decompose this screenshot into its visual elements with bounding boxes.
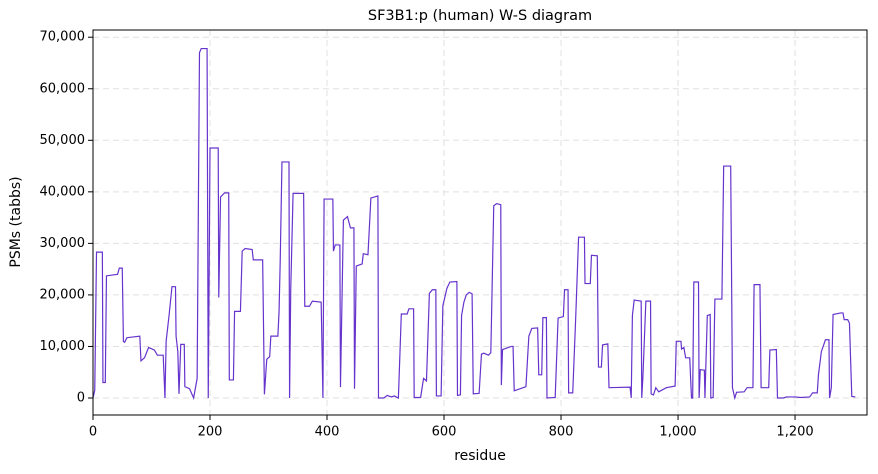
x-tick-label: 1,200 [776, 425, 813, 440]
y-axis-label: PSMs (tabbs) [8, 176, 24, 267]
x-tick-label: 1,000 [659, 425, 696, 440]
x-axis-label: residue [454, 448, 506, 464]
y-tick-label: 0 [77, 390, 85, 405]
y-tick-label: 10,000 [40, 339, 86, 354]
x-tick-label: 600 [432, 425, 457, 440]
x-tick-label: 0 [89, 425, 97, 440]
data-line [92, 47, 856, 401]
x-tick-label: 800 [549, 425, 574, 440]
y-tick-label: 30,000 [40, 236, 86, 251]
y-tick-label: 60,000 [40, 81, 86, 96]
x-tick-label: 400 [315, 425, 340, 440]
y-tick-label: 20,000 [40, 287, 86, 302]
y-tick-label: 50,000 [40, 133, 86, 148]
x-tick-label: 200 [198, 425, 223, 440]
chart-title: SF3B1:p (human) W-S diagram [368, 8, 592, 24]
y-tick-label: 70,000 [40, 30, 86, 45]
y-tick-label: 40,000 [40, 184, 86, 199]
plot-frame [92, 29, 868, 416]
